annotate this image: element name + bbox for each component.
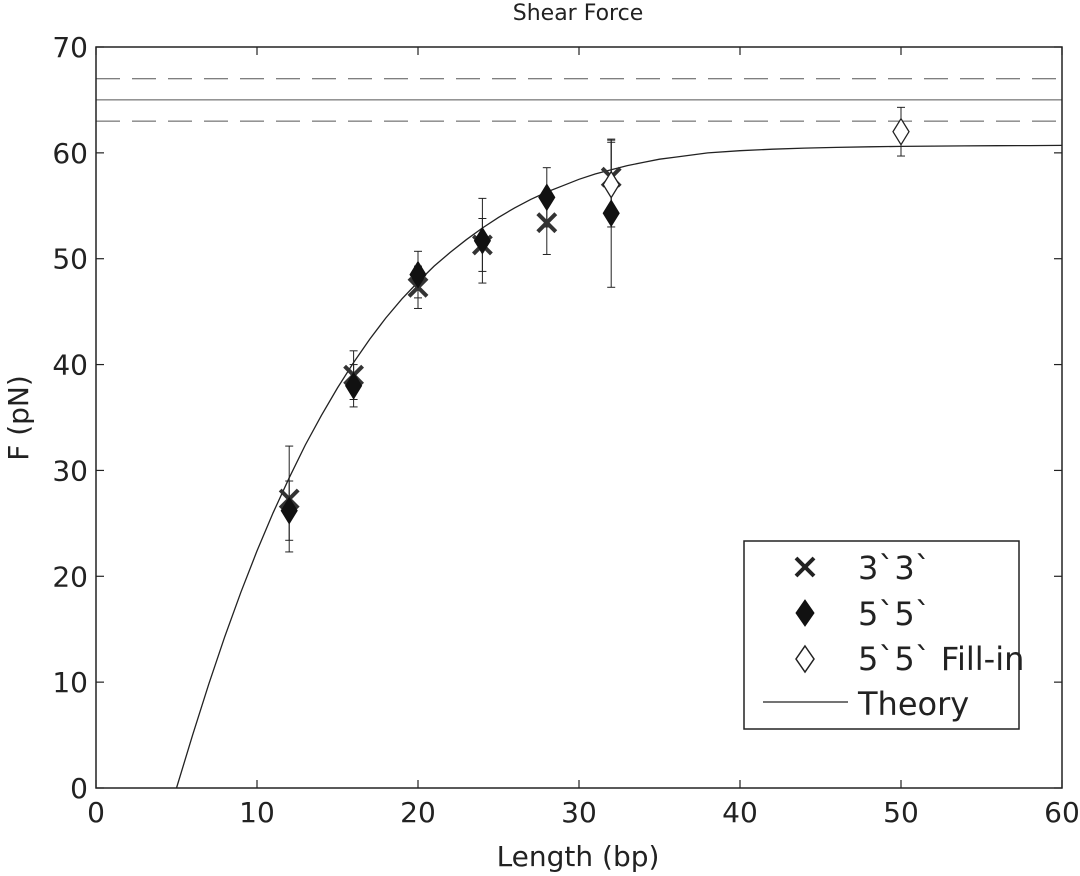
x-tick-label-10: 10 <box>239 796 275 829</box>
theory-curve <box>175 144 1063 789</box>
x-tick-label-40: 40 <box>722 796 758 829</box>
marker-5-5-2 <box>409 260 427 289</box>
marker-5-5-1 <box>345 371 363 400</box>
x-tick-label-0: 0 <box>87 796 105 829</box>
marker-5-5-4 <box>538 183 556 212</box>
marker-3-3-4 <box>536 212 558 234</box>
y-tick-label-20: 20 <box>52 560 88 593</box>
marker-5-5-5 <box>602 199 620 228</box>
y-axis-ticks: 0 10 20 30 40 50 60 70 <box>52 31 1062 805</box>
y-axis-label: F (pN) <box>2 375 35 461</box>
marker-5-5-3 <box>473 226 491 255</box>
x-axis-ticks: 0 10 20 30 40 50 60 <box>87 47 1080 829</box>
legend-label-3-3: 3`3` <box>858 549 931 587</box>
y-tick-label-10: 10 <box>52 666 88 699</box>
y-tick-label-50: 50 <box>52 243 88 276</box>
x-tick-label-20: 20 <box>400 796 436 829</box>
y-tick-label-70: 70 <box>52 31 88 64</box>
marker-5-5-fill-in-1 <box>892 117 910 146</box>
legend: 3`3` 5`5` 5`5` Fill-in Theory <box>743 540 1024 730</box>
legend-marker-diamond-open <box>795 644 815 674</box>
theory-line <box>175 144 1063 789</box>
legend-label-5-5-fill-in: 5`5` Fill-in <box>858 640 1024 678</box>
y-tick-label-30: 30 <box>52 454 88 487</box>
legend-box <box>743 540 1020 730</box>
marker-5-5-fill-in-0 <box>602 170 620 199</box>
x-axis-label: Length (bp) <box>497 840 660 873</box>
reference-lines <box>96 78 1062 122</box>
x-tick-label-50: 50 <box>883 796 919 829</box>
y-tick-label-60: 60 <box>52 137 88 170</box>
y-tick-label-40: 40 <box>52 349 88 382</box>
chart-title: Shear Force <box>513 1 644 26</box>
x-tick-label-60: 60 <box>1044 796 1080 829</box>
x-tick-label-30: 30 <box>561 796 597 829</box>
legend-label-5-5: 5`5` <box>858 595 931 633</box>
legend-marker-diamond-filled <box>795 599 815 627</box>
y-tick-label-0: 0 <box>70 772 88 805</box>
legend-marker-x <box>794 556 816 578</box>
legend-label-theory: Theory <box>857 685 969 723</box>
marker-5-5-0 <box>280 496 298 525</box>
data-markers <box>278 117 910 525</box>
